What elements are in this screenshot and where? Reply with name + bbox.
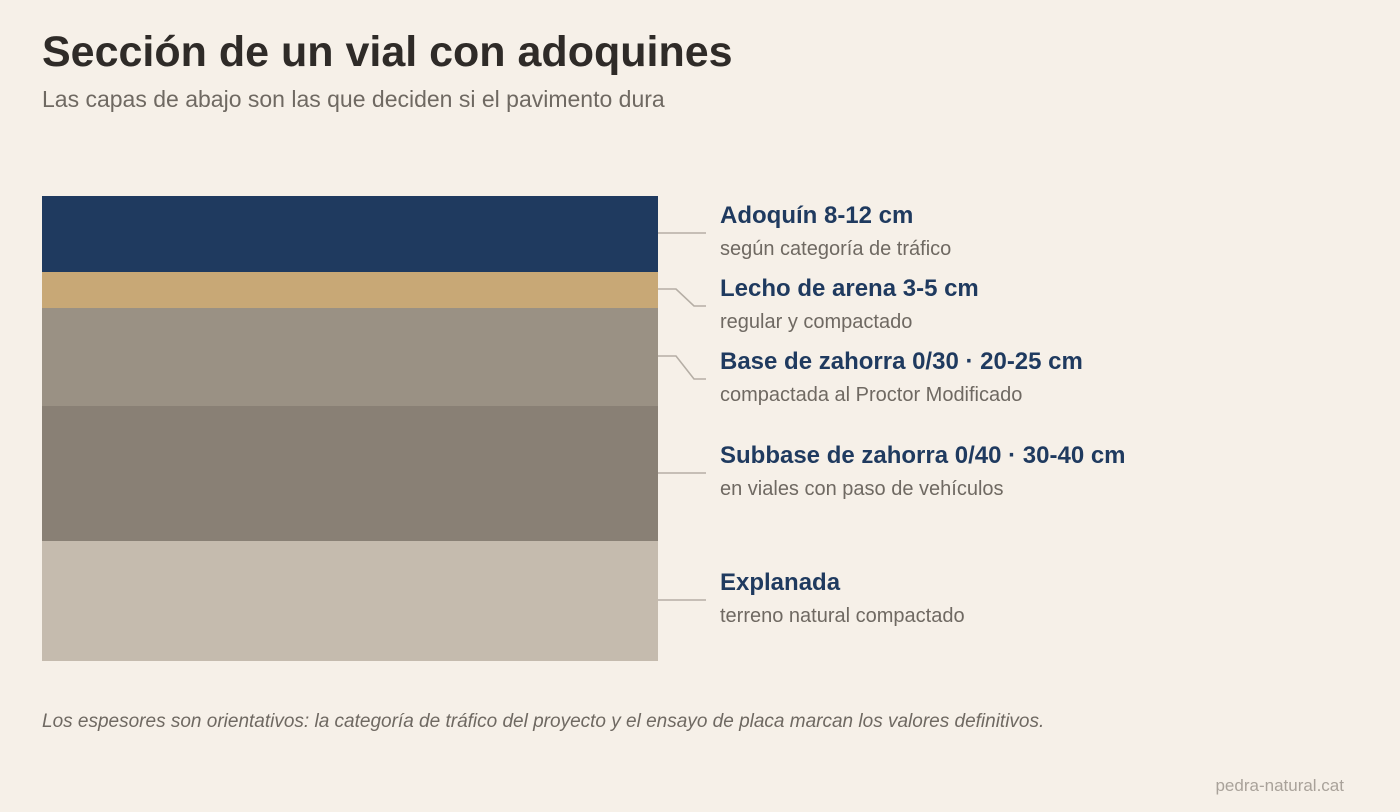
leader-line-lecho-arena xyxy=(658,288,706,307)
layer-name: Adoquín 8-12 cm xyxy=(720,202,914,229)
layer-name: Base de zahorra 0/30 · 20-25 cm xyxy=(720,348,1083,375)
layer-adoquin xyxy=(42,196,658,272)
layer-description: en viales con paso de vehículos xyxy=(720,477,1004,500)
label-lecho-arena: Lecho de arena 3-5 cm regular y compacta… xyxy=(720,275,979,334)
layer-description: regular y compactado xyxy=(720,310,913,333)
layer-description: compactada al Proctor Modificado xyxy=(720,383,1023,406)
layer-name: Explanada xyxy=(720,569,841,596)
footnote: Los espesores son orientativos: la categ… xyxy=(42,711,1045,732)
layer-name: Lecho de arena 3-5 cm xyxy=(720,275,979,302)
layer-name: Subbase de zahorra 0/40 · 30-40 cm xyxy=(720,442,1126,469)
layer-subbase-zahorra xyxy=(42,406,658,541)
label-explanada: Explanada terreno natural compactado xyxy=(720,569,965,628)
layer-explanada xyxy=(42,541,658,661)
page-subtitle: Las capas de abajo son las que deciden s… xyxy=(42,86,665,112)
page-title: Sección de un vial con adoquines xyxy=(42,28,733,76)
layer-description: terreno natural compactado xyxy=(720,604,965,627)
label-adoquin: Adoquín 8-12 cm según categoría de tráfi… xyxy=(720,202,951,261)
layer-description: según categoría de tráfico xyxy=(720,237,952,260)
leader-line-base-zahorra xyxy=(658,355,706,380)
source-credit: pedra-natural.cat xyxy=(1215,776,1344,795)
label-subbase-zahorra: Subbase de zahorra 0/40 · 30-40 cm en vi… xyxy=(720,442,1126,501)
layer-lecho-arena xyxy=(42,272,658,308)
layer-base-zahorra xyxy=(42,308,658,406)
label-base-zahorra: Base de zahorra 0/30 · 20-25 cm compacta… xyxy=(720,348,1083,407)
